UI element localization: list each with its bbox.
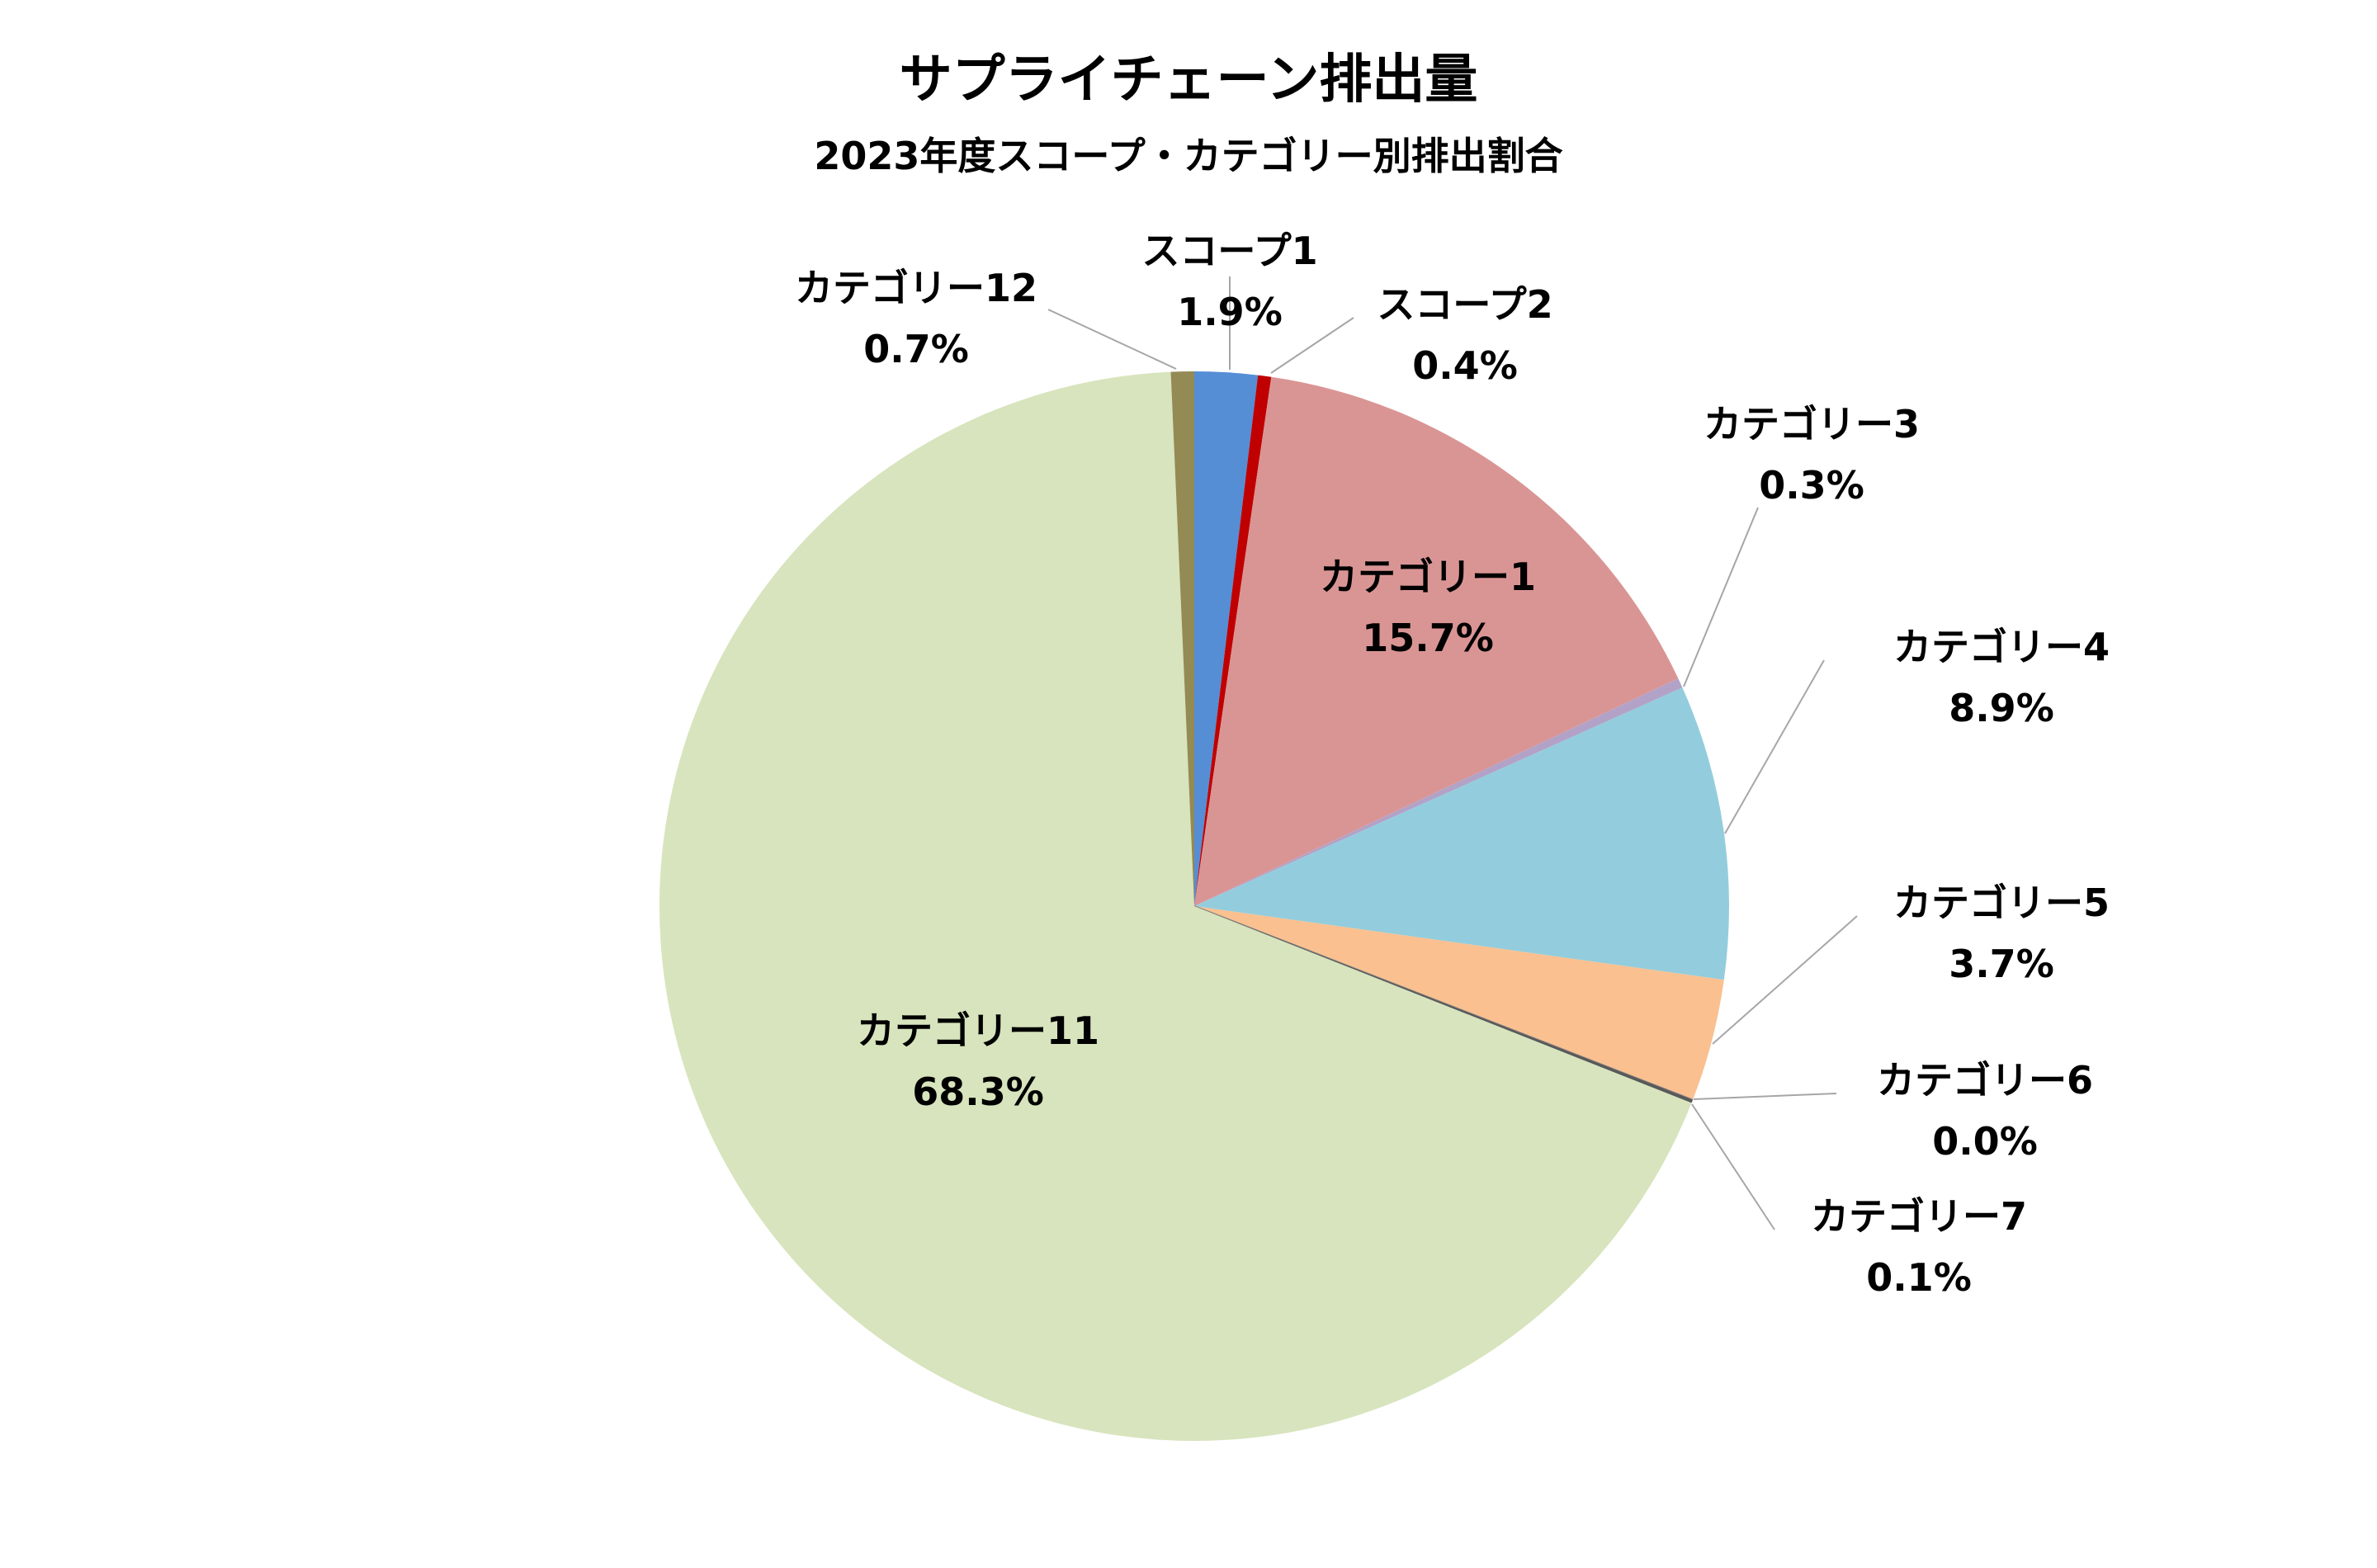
slice-value-category7: 0.1% bbox=[1866, 1255, 1972, 1300]
pie-slice-category11 bbox=[659, 371, 1692, 1442]
slice-name-category7: カテゴリー7 bbox=[1811, 1194, 2027, 1239]
slice-labels: スコープ1 1.9% スコープ2 0.4% カテゴリー1 15.7% カテゴリー3 0.3% カ… bbox=[795, 229, 2110, 1300]
pie-slice-category4 bbox=[1194, 687, 1729, 980]
leader-line-category3 bbox=[1683, 507, 1759, 687]
slice-name-scope2: スコープ2 bbox=[1377, 282, 1552, 327]
leader-line-category12 bbox=[1047, 309, 1177, 370]
slice-value-scope1: 1.9% bbox=[1177, 290, 1283, 334]
slice-value-category6: 0.0% bbox=[1932, 1119, 2038, 1164]
leader-line-category4 bbox=[1724, 659, 1825, 834]
slice-value-scope2: 0.4% bbox=[1412, 343, 1518, 388]
chart-title: サプライチェーン排出量 bbox=[900, 50, 1478, 111]
slice-value-category4: 8.9% bbox=[1949, 686, 2054, 730]
leader-lines bbox=[1047, 276, 1858, 1230]
chart-subtitle: 2023年度スコープ・カテゴリー別排出割合 bbox=[814, 134, 1562, 178]
slice-value-category3: 0.3% bbox=[1759, 463, 1864, 508]
pie-slice-category5 bbox=[1194, 906, 1724, 1100]
leader-line-category7 bbox=[1691, 1103, 1775, 1230]
slice-value-category5: 3.7% bbox=[1949, 942, 2054, 986]
leader-line-scope2 bbox=[1270, 317, 1354, 374]
slice-value-category1: 15.7% bbox=[1362, 616, 1494, 660]
pie-slice-category7 bbox=[1194, 906, 1693, 1103]
slice-name-category6: カテゴリー6 bbox=[1877, 1058, 2093, 1103]
slice-value-category12: 0.7% bbox=[863, 327, 969, 371]
leader-line-category6 bbox=[1693, 1093, 1837, 1100]
pie-slice-category3 bbox=[1194, 678, 1683, 906]
slice-name-category5: カテゴリー5 bbox=[1893, 881, 2110, 925]
slice-name-category4: カテゴリー4 bbox=[1893, 625, 2110, 669]
pie-slice-category12 bbox=[1170, 371, 1194, 906]
pie-slice-scope2 bbox=[1194, 375, 1272, 906]
slice-name-scope1: スコープ1 bbox=[1141, 229, 1317, 273]
slice-name-category1: カテゴリー1 bbox=[1320, 555, 1536, 599]
pie-slice-category1 bbox=[1194, 376, 1679, 906]
slice-name-category12: カテゴリー12 bbox=[795, 266, 1037, 310]
leader-line-category5 bbox=[1712, 915, 1858, 1045]
slice-name-category11: カテゴリー11 bbox=[857, 1008, 1099, 1053]
pie-slice-scope1 bbox=[1194, 371, 1259, 906]
pie-slices bbox=[659, 371, 1729, 1442]
slice-name-category3: カテゴリー3 bbox=[1704, 402, 1920, 446]
slice-value-category11: 68.3% bbox=[912, 1070, 1044, 1114]
